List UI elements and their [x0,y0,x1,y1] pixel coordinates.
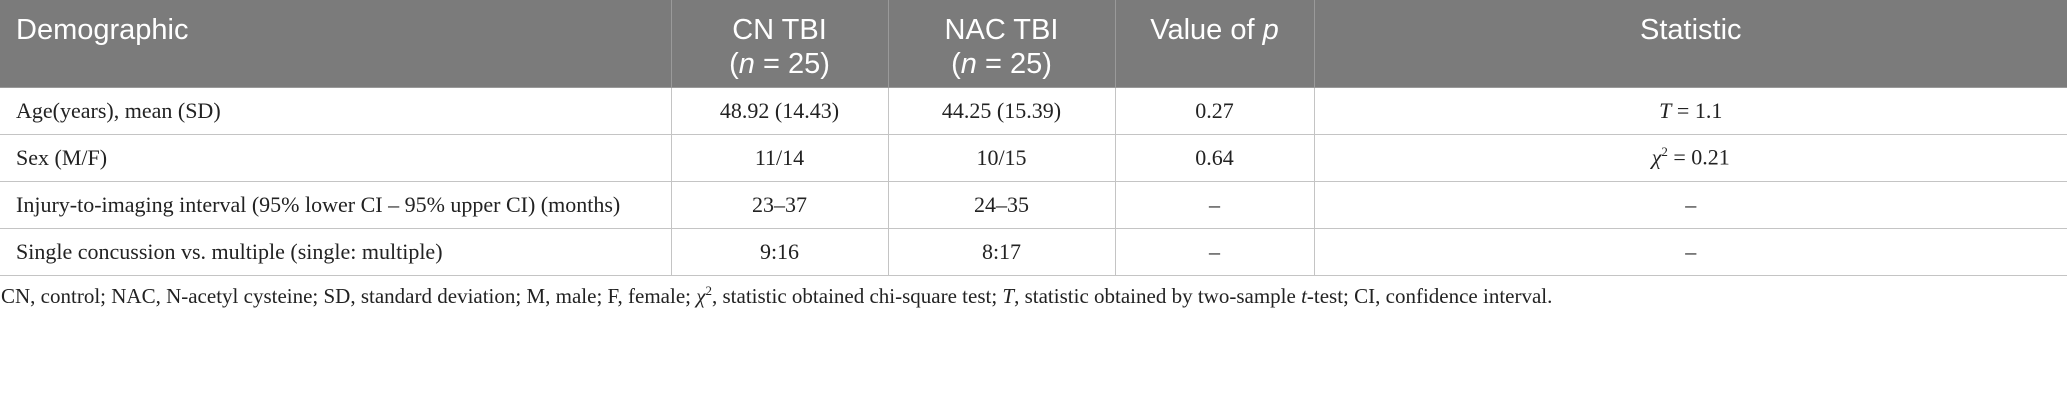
cell-text: T [1659,97,1672,123]
header-cell: NAC TBI (n = 25) [887,0,1116,88]
header-text: p [1262,14,1279,46]
footnote: CN, control; NAC, N-acetyl cysteine; SD,… [1,283,1552,309]
header-text: ( [951,48,961,80]
table-row: Injury-to-imaging interval (95% lower CI… [0,180,2067,229]
demographics-table: Demographic CN TBI (n = 25) NAC TBI (n = 2… [0,0,2067,276]
cell: 11/14 [670,133,889,182]
footnote-text: T [1002,284,1015,308]
cell: 0.64 [1114,133,1315,182]
header-text: Demographic [16,14,189,46]
cell: – [1313,180,2067,229]
footnote-text: , statistic obtained by two-sample [1014,284,1302,308]
header-text: Statistic [1639,14,1742,46]
cell: T = 1.1 [1313,86,2067,135]
cell: 24–35 [887,180,1116,229]
cell: 48.92 (14.43) [670,86,889,135]
header-text: NAC TBI [944,14,1059,46]
footnote-text: CN, control; NAC, N-acetyl cysteine; SD,… [1,284,697,308]
header-text: Value of [1150,14,1263,46]
cell-text: = 1.1 [1671,97,1723,123]
cell: – [1114,227,1315,276]
cell: Single concussion vs. multiple (single: … [0,227,672,276]
footnote-text: 2 [705,283,713,298]
header-cell: CN TBI (n = 25) [670,0,889,88]
header-text: CN TBI [732,14,827,46]
cell: Sex (M/F) [0,133,672,182]
cell: 44.25 (15.39) [887,86,1116,135]
header-text: ( [729,48,739,80]
table-row: Single concussion vs. multiple (single: … [0,227,2067,276]
cell: Age(years), mean (SD) [0,86,672,135]
header-text: = 25) [976,48,1052,80]
cell: 0.27 [1114,86,1315,135]
cell: – [1313,227,2067,276]
footnote-text: , statistic obtained chi-square test; [712,284,1003,308]
table-row: Sex (M/F) 11/14 10/15 0.64 χ2 = 0.21 [0,133,2067,182]
table-row: Age(years), mean (SD) 48.92 (14.43) 44.2… [0,86,2067,135]
footnote-text: -test; CI, confidence interval. [1306,284,1553,308]
cell: 23–37 [670,180,889,229]
cell: Injury-to-imaging interval (95% lower CI… [0,180,672,229]
cell: 8:17 [887,227,1116,276]
header-text: n [738,48,755,80]
header-cell: Demographic [0,0,672,88]
cell: χ2 = 0.21 [1313,133,2067,182]
header-cell: Statistic [1313,0,2067,88]
cell: 10/15 [887,133,1116,182]
header-cell: Value of p [1114,0,1315,88]
header-text: n [960,48,977,80]
cell: – [1114,180,1315,229]
header-row: Demographic CN TBI (n = 25) NAC TBI (n = 2… [0,0,2067,88]
header-text: = 25) [754,48,830,80]
footnote-text: t [1301,284,1307,308]
footnote-text: χ [696,284,706,308]
cell-text: χ [1651,144,1662,170]
cell-text: = 0.21 [1667,144,1730,170]
cell: 9:16 [670,227,889,276]
cell-text: 2 [1661,144,1668,160]
